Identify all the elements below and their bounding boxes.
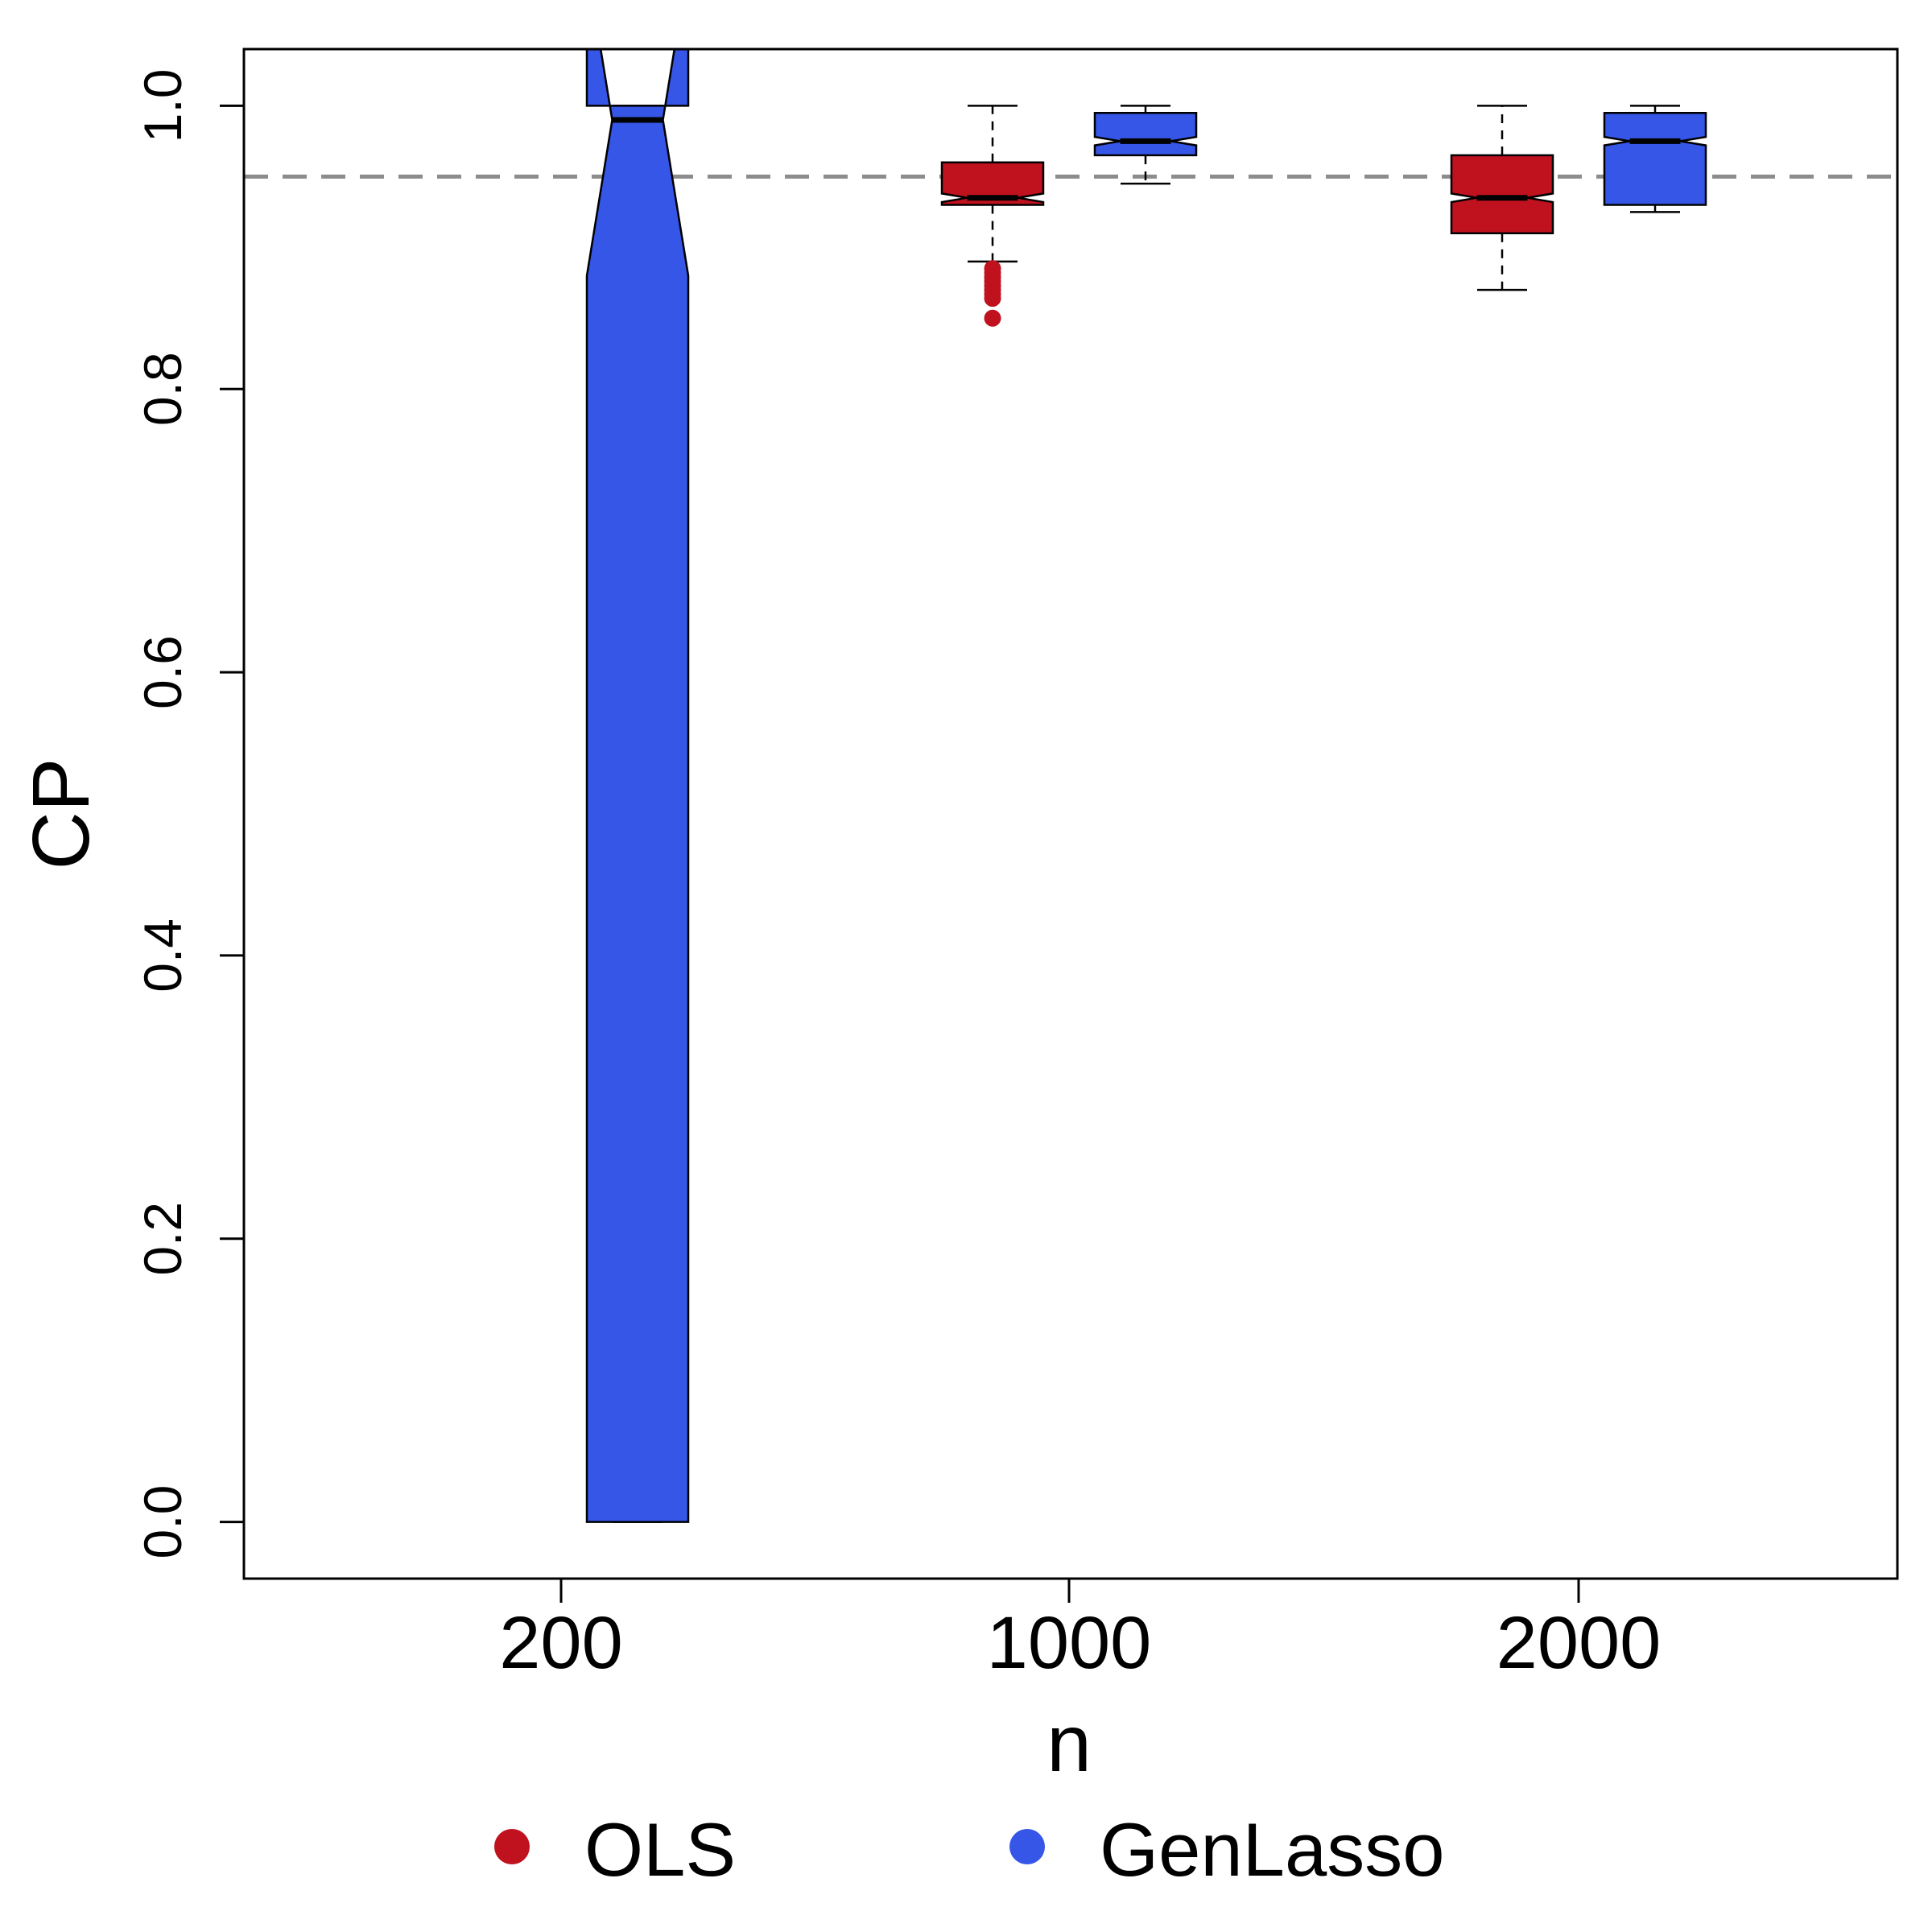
box-body-genlasso-1000 — [1093, 111, 1198, 157]
y-tick-label-3: 0.6 — [133, 635, 192, 709]
legend-marker-genlasso — [1009, 1829, 1045, 1864]
box-body-ols-2000 — [1450, 154, 1554, 234]
y-tick-label-2: 0.4 — [133, 919, 192, 993]
x-tick-label-1: 1000 — [987, 1602, 1152, 1684]
legend-label-ols: OLS — [584, 1807, 736, 1892]
y-tick-label-0: 0.0 — [133, 1485, 192, 1559]
box-ols-2000 — [1450, 105, 1554, 291]
plot-frame — [242, 47, 1899, 1580]
box-body-ols-1000 — [940, 161, 1045, 206]
y-tick-label-5: 1.0 — [133, 69, 192, 143]
plot-marks — [244, 49, 1897, 1523]
box-genlasso-200 — [585, 49, 690, 1523]
legend: OLS GenLasso — [494, 1807, 1445, 1892]
x-tick-label-2: 2000 — [1496, 1602, 1662, 1684]
legend-marker-ols — [494, 1829, 530, 1864]
legend-label-genlasso: GenLasso — [1100, 1807, 1445, 1892]
y-axis-label: CP — [16, 758, 106, 870]
y-tick-label-4: 0.8 — [133, 352, 192, 426]
axes: 0.0 0.2 0.4 0.6 0.8 1.0 200 1000 2000 — [133, 69, 1661, 1684]
outlier-ols-1000-7 — [984, 290, 1001, 308]
box-body-genlasso-200 — [585, 49, 690, 1523]
y-tick-label-1: 0.2 — [133, 1202, 192, 1276]
outlier-ols-1000-8 — [984, 309, 1001, 327]
box-genlasso-1000 — [1093, 105, 1198, 185]
box-ols-1000 — [940, 105, 1045, 327]
box-body-genlasso-2000 — [1603, 111, 1707, 206]
x-tick-label-0: 200 — [499, 1602, 623, 1684]
x-axis-label: n — [1046, 1699, 1092, 1789]
box-genlasso-2000 — [1603, 105, 1707, 213]
